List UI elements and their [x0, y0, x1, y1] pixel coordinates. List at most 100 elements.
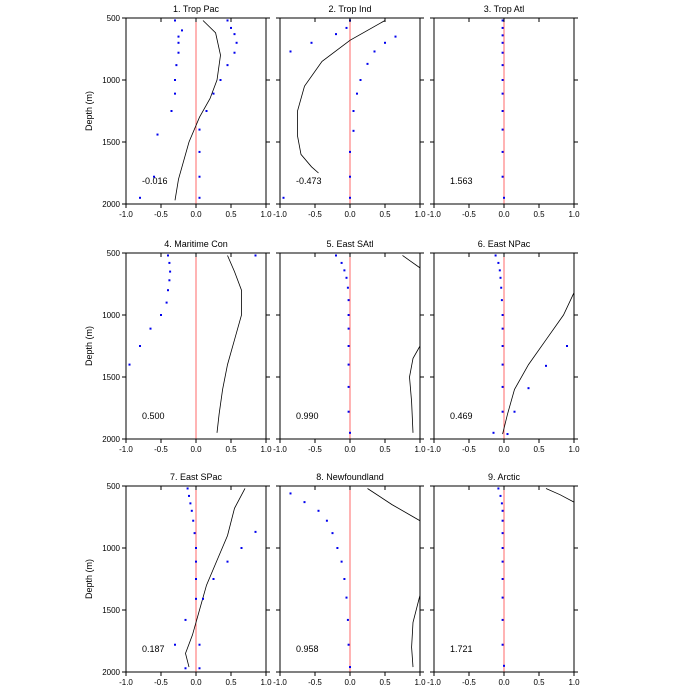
data-point: [501, 345, 504, 347]
y-axis-label: Depth (m): [84, 559, 94, 599]
x-tick-label: -1.0: [427, 678, 441, 687]
panel-value-label: -0.473: [296, 176, 322, 186]
data-point: [501, 560, 504, 563]
profile-line: [502, 292, 575, 435]
data-point: [349, 196, 351, 199]
x-tick-label: 0.5: [379, 678, 391, 687]
x-tick-label: -0.5: [308, 210, 322, 219]
y-axis-label: Depth (m): [84, 326, 94, 366]
x-tick-label: 1.0: [414, 445, 426, 454]
data-point: [501, 327, 504, 330]
y-tick-label: 500: [107, 482, 121, 491]
data-point: [501, 34, 504, 37]
data-point: [303, 501, 306, 504]
x-tick-label: -0.5: [308, 678, 322, 687]
data-point: [168, 261, 171, 264]
data-point: [336, 547, 339, 549]
data-point: [394, 35, 397, 38]
data-point: [233, 33, 236, 36]
data-point: [501, 547, 504, 549]
x-tick-label: -1.0: [273, 210, 287, 219]
data-point: [335, 254, 337, 257]
x-tick-label: 0.5: [225, 445, 237, 454]
data-point: [501, 51, 504, 54]
data-point: [346, 618, 349, 621]
panel-1: -1.0 -0.5 0.0 0.5 1.0 500 1000 1500 2000 1. Trop …: [84, 4, 272, 219]
data-point: [153, 175, 155, 178]
data-point: [501, 385, 504, 388]
data-point: [149, 327, 152, 330]
panel-title: 5. East SAtl: [326, 239, 373, 249]
x-tick-label: 0.0: [190, 210, 202, 219]
x-tick-label: 0.5: [533, 678, 545, 687]
data-point: [545, 364, 547, 367]
data-point: [198, 128, 201, 131]
data-point: [233, 51, 236, 54]
data-point: [527, 387, 530, 390]
data-point: [128, 363, 131, 366]
data-point: [165, 301, 168, 304]
x-tick-label: -0.5: [462, 445, 476, 454]
panel-5: -1.0 -0.5 0.0 0.5 1.0 5. East SAtl 0.990: [273, 239, 426, 454]
x-tick-label: 0.5: [379, 210, 391, 219]
data-point: [501, 596, 504, 599]
data-point: [501, 64, 504, 67]
data-point: [325, 519, 328, 522]
data-point: [347, 385, 350, 388]
data-point: [212, 92, 215, 95]
data-point: [340, 261, 343, 264]
data-point: [501, 41, 504, 44]
x-tick-label: 0.5: [225, 678, 237, 687]
data-point: [347, 410, 350, 413]
y-tick-label: 1500: [102, 373, 120, 382]
data-point: [501, 26, 504, 29]
data-point: [343, 578, 346, 580]
data-point: [188, 494, 190, 497]
data-point: [340, 560, 343, 563]
data-point: [195, 547, 197, 549]
panel-value-label: -0.016: [142, 176, 168, 186]
x-tick-label: 1.0: [414, 210, 426, 219]
panel-title: 2. Trop Ind: [328, 4, 371, 14]
data-point: [177, 35, 180, 38]
panel-7: -1.0 -0.5 0.0 0.5 1.0 500 1000 1500 2000 7. East …: [84, 472, 272, 687]
data-point: [169, 270, 172, 273]
data-point: [513, 410, 516, 413]
x-tick-label: 0.0: [498, 210, 510, 219]
x-tick-label: 0.5: [379, 445, 391, 454]
x-tick-label: 0.5: [533, 210, 545, 219]
data-point: [177, 51, 180, 54]
data-point: [347, 327, 350, 330]
x-tick-label: 0.5: [225, 210, 237, 219]
data-point: [501, 314, 504, 316]
panel-title: 6. East NPac: [478, 239, 531, 249]
x-tick-label: 0.0: [344, 678, 356, 687]
data-point: [501, 363, 504, 366]
data-point: [202, 597, 204, 600]
profile-line: [297, 20, 386, 174]
data-point: [500, 286, 503, 289]
data-point: [347, 363, 350, 366]
data-point: [170, 110, 173, 112]
panel-8: -1.0 -0.5 0.0 0.5 1.0 8. Newfoundland 0.958: [273, 472, 426, 687]
data-point: [501, 19, 504, 22]
profile-line: [185, 488, 246, 668]
data-point: [501, 618, 504, 621]
y-tick-label: 500: [107, 14, 121, 23]
data-point: [212, 578, 215, 580]
data-point: [167, 289, 169, 292]
data-point: [347, 345, 350, 347]
y-tick-label: 1000: [102, 544, 120, 553]
profile-line: [402, 255, 421, 269]
y-tick-label: 1500: [102, 606, 120, 615]
panel-6: -1.0 -0.5 0.0 0.5 1.0 6. East NPac 0.469: [427, 239, 580, 454]
data-point: [181, 29, 183, 32]
panel-title: 3. Trop Atl: [484, 4, 525, 14]
x-tick-label: -0.5: [154, 445, 168, 454]
data-point: [347, 643, 350, 646]
data-point: [240, 547, 243, 549]
data-point: [219, 79, 222, 81]
data-point: [494, 254, 497, 257]
panel-title: 8. Newfoundland: [316, 472, 384, 482]
